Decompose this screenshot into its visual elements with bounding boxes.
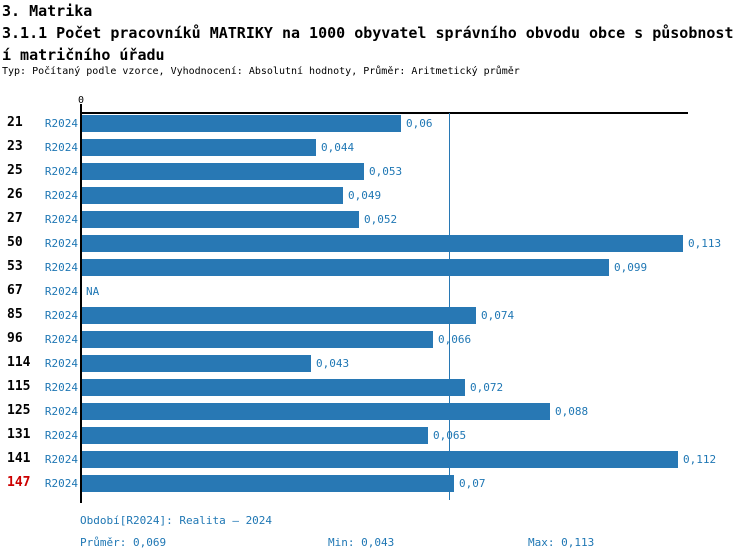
bar [82, 355, 311, 372]
bar [82, 163, 364, 180]
row-category-label: 27 [7, 211, 23, 226]
row-period-label: R2024 [44, 213, 78, 226]
row-category-label: 21 [7, 115, 23, 130]
stat-max: Max: 0,113 [528, 536, 595, 549]
bar-value-label: 0,043 [316, 357, 350, 370]
x-axis-origin-tick-label: 0 [77, 95, 85, 106]
stat-average: Průměr: 0,069 [80, 536, 167, 549]
row-period-label: R2024 [44, 381, 78, 394]
row-period-label: R2024 [44, 357, 78, 370]
bar [82, 307, 476, 324]
row-period-label: R2024 [44, 285, 78, 298]
row-category-label: 114 [7, 355, 31, 370]
bar [82, 139, 316, 156]
bar-value-label: 0,07 [459, 477, 486, 490]
row-period-label: R2024 [44, 261, 78, 274]
bar-value-label: 0,072 [470, 381, 504, 394]
bar-value-label: 0,088 [555, 405, 589, 418]
row-category-label: 67 [7, 283, 23, 298]
row-period-label: R2024 [44, 189, 78, 202]
row-period-label: R2024 [44, 117, 78, 130]
bar-value-label: 0,099 [614, 261, 648, 274]
row-category-label: 25 [7, 163, 23, 178]
chart-title-line1: 3.1.1 Počet pracovníků MATRIKY na 1000 o… [2, 24, 734, 42]
row-period-label: R2024 [44, 237, 78, 250]
bar-value-label: 0,052 [364, 213, 398, 226]
bar [82, 379, 465, 396]
row-category-label: 147 [7, 475, 31, 490]
bar-value-label: 0,074 [481, 309, 515, 322]
row-period-label: R2024 [44, 165, 78, 178]
bar [82, 187, 343, 204]
row-category-label: 50 [7, 235, 23, 250]
chart-title-line2: í matričního úřadu [2, 46, 165, 64]
row-period-label: R2024 [44, 309, 78, 322]
bar [82, 475, 454, 492]
bar-value-label: 0,065 [433, 429, 467, 442]
period-note: Období[R2024]: Realita – 2024 [80, 514, 273, 527]
x-axis-line [81, 112, 688, 114]
y-axis-line [80, 104, 82, 503]
row-period-label: R2024 [44, 141, 78, 154]
bar-value-label: 0,049 [348, 189, 382, 202]
page-title: 3. Matrika [2, 2, 93, 20]
row-period-label: R2024 [44, 453, 78, 466]
row-category-label: 26 [7, 187, 23, 202]
stat-min: Min: 0,043 [328, 536, 395, 549]
bar [82, 427, 428, 444]
row-category-label: 23 [7, 139, 23, 154]
chart-meta-info: Typ: Počítaný podle vzorce, Vyhodnocení:… [2, 66, 520, 77]
row-category-label: 96 [7, 331, 23, 346]
average-reference-line [449, 113, 450, 500]
row-category-label: 85 [7, 307, 23, 322]
row-category-label: 131 [7, 427, 31, 442]
row-period-label: R2024 [44, 477, 78, 490]
bar [82, 211, 359, 228]
bar-value-label: 0,066 [438, 333, 472, 346]
bar [82, 259, 609, 276]
bar-value-label: 0,06 [406, 117, 433, 130]
bar [82, 115, 401, 132]
bar-value-label: 0,044 [321, 141, 355, 154]
row-period-label: R2024 [44, 429, 78, 442]
bar [82, 403, 550, 420]
bar [82, 451, 678, 468]
row-period-label: R2024 [44, 405, 78, 418]
bar-value-label: 0,112 [683, 453, 717, 466]
row-period-label: R2024 [44, 333, 78, 346]
row-category-label: 141 [7, 451, 31, 466]
bar-value-label: 0,053 [369, 165, 403, 178]
row-category-label: 115 [7, 379, 31, 394]
bar [82, 235, 683, 252]
row-na-label: NA [86, 285, 100, 298]
bar [82, 331, 433, 348]
bar-value-label: 0,113 [688, 237, 722, 250]
row-category-label: 53 [7, 259, 23, 274]
row-category-label: 125 [7, 403, 31, 418]
